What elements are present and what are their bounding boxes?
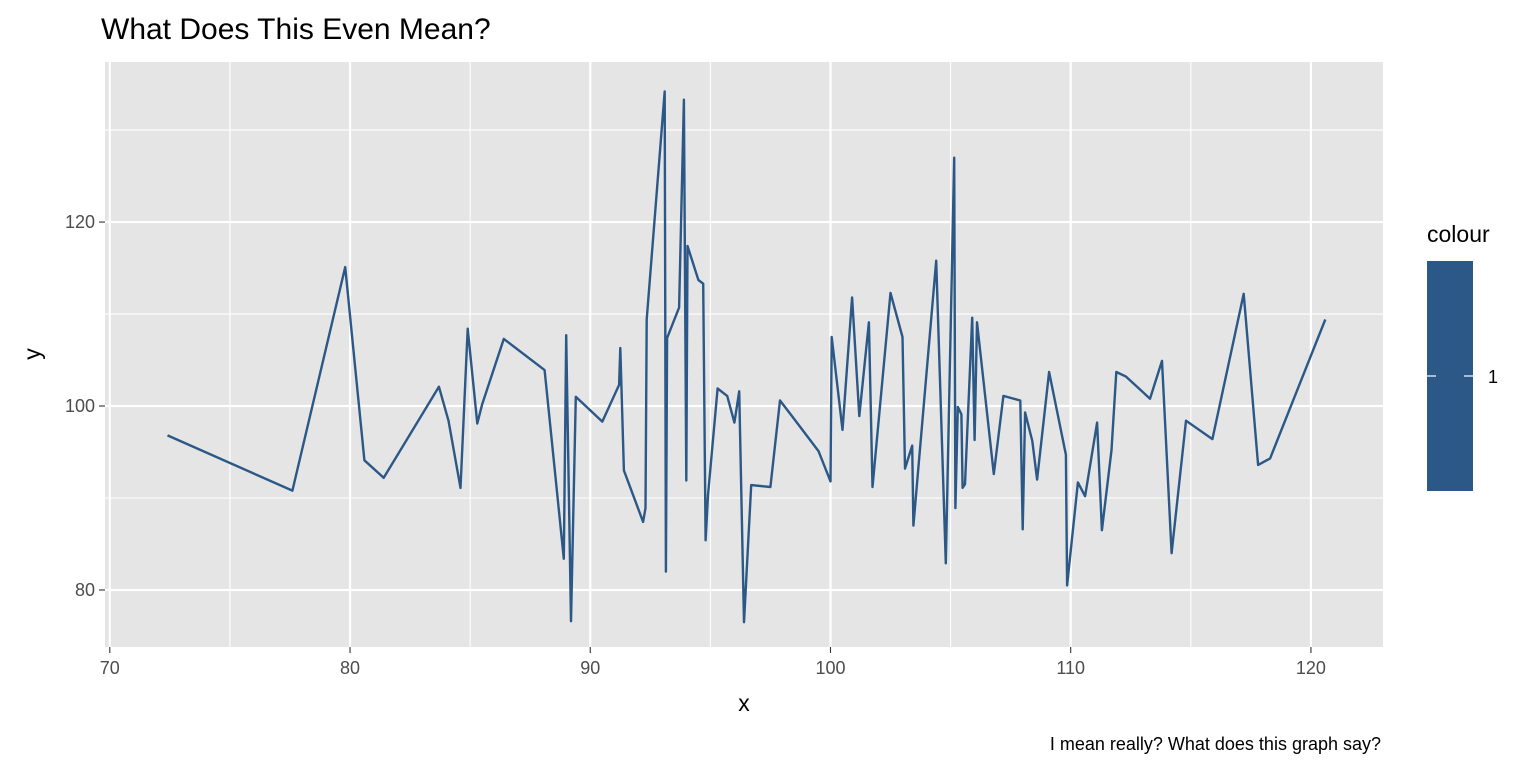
- y-axis-ticks: 80 100 120: [65, 212, 105, 600]
- x-tick-label: 80: [340, 658, 360, 678]
- y-tick-label: 100: [65, 396, 95, 416]
- x-tick-label: 120: [1296, 658, 1326, 678]
- y-tick-label: 80: [75, 580, 95, 600]
- y-axis-title: y: [19, 348, 45, 360]
- legend-title: colour: [1427, 221, 1490, 247]
- chart-caption: I mean really? What does this graph say?: [1050, 734, 1381, 754]
- series-line: [167, 90, 1327, 624]
- x-tick-label: 90: [580, 658, 600, 678]
- legend: colour 1: [1427, 221, 1498, 491]
- x-tick-label: 70: [100, 658, 120, 678]
- chart-title: What Does This Even Mean?: [101, 13, 491, 46]
- x-tick-label: 100: [815, 658, 845, 678]
- plot-panel: [105, 62, 1383, 647]
- legend-label: 1: [1488, 367, 1498, 387]
- x-tick-label: 110: [1056, 658, 1085, 678]
- y-tick-label: 120: [65, 212, 95, 232]
- x-axis-title: x: [738, 690, 750, 716]
- x-axis-ticks: 70 80 90 100 110 120: [100, 647, 1326, 678]
